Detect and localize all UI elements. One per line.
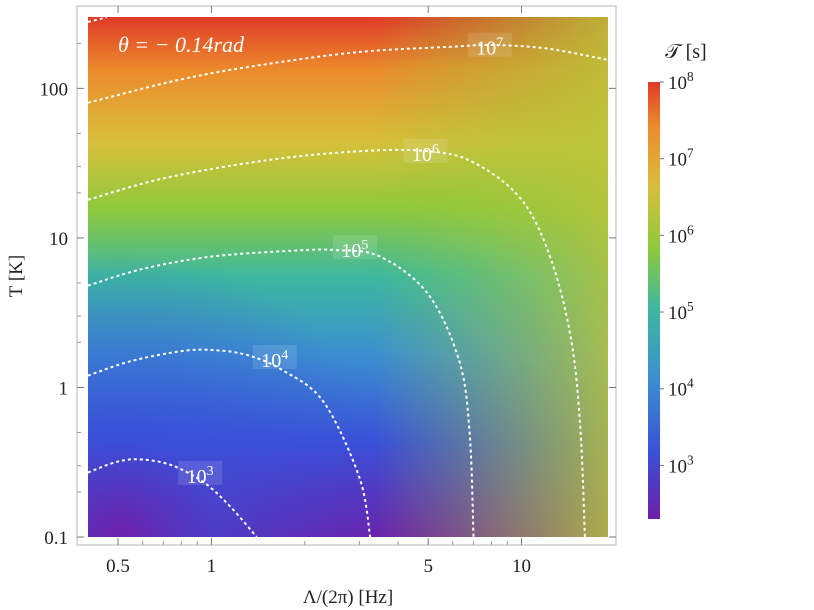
colorbar-title: 𝒯 [s]	[665, 41, 706, 63]
contour-label-6: 106	[412, 142, 439, 166]
heatmap-low-corner	[88, 17, 608, 537]
angle-annotation: θ = − 0.14rad	[118, 32, 245, 57]
contour-label-4: 104	[261, 348, 288, 372]
colorbar-tick-label: 103	[668, 452, 694, 477]
y-axis-label: T [K]	[6, 255, 27, 297]
contour-label-bg	[467, 32, 512, 57]
contour-labels: 103 104 105 106 107	[178, 32, 512, 488]
contour-line-7	[88, 43, 608, 104]
y-tick-label: 10	[49, 229, 68, 250]
colorbar-tick-label: 105	[668, 299, 694, 324]
heatmap-field: 103 104 105 106 107	[88, 17, 608, 537]
contour-line-3	[88, 458, 258, 537]
contour-label-bg	[178, 460, 223, 485]
y-tick-label: 0.1	[44, 528, 68, 549]
contour-label-5: 105	[341, 238, 368, 262]
y-axis-ticks: 0.1 1 10 100	[40, 42, 616, 549]
y-tick-label: 100	[40, 79, 69, 100]
colorbar-gradient	[648, 82, 660, 519]
plot-frame	[76, 5, 617, 546]
colorbar-tick-label: 106	[668, 222, 694, 247]
colorbar-ticks: 103 104 105 106 107 108	[660, 69, 694, 477]
y-tick-label: 1	[59, 378, 69, 399]
contour-line-8	[88, 17, 108, 23]
contour-label-3: 103	[187, 464, 214, 488]
contour-lines	[88, 17, 608, 537]
contour-line-5	[88, 248, 475, 537]
contour-label-7: 107	[476, 36, 503, 60]
x-axis-label: Λ/(2π) [Hz]	[303, 587, 393, 608]
x-tick-label: 0.5	[106, 556, 130, 577]
x-tick-label: 5	[423, 556, 433, 577]
x-axis-ticks: 0.5 1 5 10	[106, 6, 531, 577]
contour-label-bg	[252, 344, 297, 369]
colorbar-tick-label: 107	[668, 146, 694, 171]
contour-line-6	[88, 148, 586, 537]
contour-label-bg	[332, 235, 377, 260]
x-tick-label: 10	[512, 556, 531, 577]
contour-line-4	[88, 348, 372, 537]
colorbar-tick-label: 104	[668, 376, 694, 401]
colorbar-tick-label: 108	[668, 69, 694, 94]
contour-label-bg	[403, 138, 448, 163]
x-tick-label: 1	[207, 556, 217, 577]
